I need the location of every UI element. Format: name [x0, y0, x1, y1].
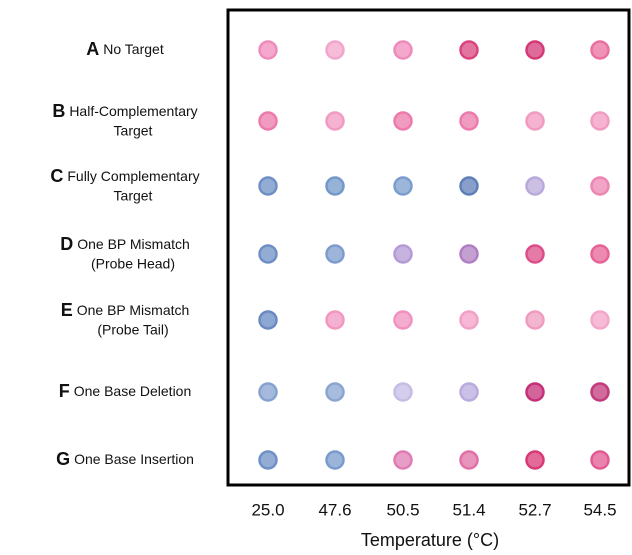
spot: [461, 42, 478, 59]
spot: [461, 312, 478, 329]
row-label-text: No Target: [103, 41, 164, 57]
spot: [395, 42, 412, 59]
spot: [395, 384, 412, 401]
x-tick-label: 51.4: [452, 500, 485, 519]
spot: [592, 452, 609, 469]
row-letter: B: [52, 101, 65, 121]
row-label-text: Half-Complementary: [69, 103, 197, 119]
row-label-line: Target: [114, 188, 153, 204]
x-tick-label: 50.5: [386, 500, 419, 519]
spot: [260, 113, 277, 130]
spot: [327, 42, 344, 59]
spot: [461, 452, 478, 469]
spot: [260, 42, 277, 59]
spot: [527, 384, 544, 401]
spot: [592, 312, 609, 329]
spot: [461, 384, 478, 401]
x-tick-label: 54.5: [583, 500, 616, 519]
spot: [327, 178, 344, 195]
row-label-text: One BP Mismatch: [77, 236, 190, 252]
row-label-text: One Base Deletion: [74, 383, 192, 399]
spot: [260, 178, 277, 195]
spot: [592, 42, 609, 59]
spot: [461, 113, 478, 130]
row-label-line: (Probe Tail): [97, 322, 168, 338]
x-tick-label: 52.7: [518, 500, 551, 519]
spot: [527, 42, 544, 59]
spot: [395, 178, 412, 195]
spot: [592, 246, 609, 263]
spot: [527, 178, 544, 195]
spot: [592, 384, 609, 401]
row-label-line: Target: [114, 123, 153, 139]
spot: [527, 312, 544, 329]
spot: [527, 452, 544, 469]
x-axis-label: Temperature (°C): [361, 530, 499, 550]
row-label-text: One BP Mismatch: [77, 302, 190, 318]
spot: [327, 384, 344, 401]
frame: [228, 10, 629, 485]
figure: Temperature (°C) 25.0 47.6 50.5 51.4 52.7 54.…: [0, 0, 632, 555]
row-letter: C: [50, 166, 63, 186]
row-label-text: One Base Insertion: [74, 451, 194, 467]
spot: [260, 452, 277, 469]
spot: [327, 113, 344, 130]
spot: [395, 312, 412, 329]
x-tick-label: 47.6: [318, 500, 351, 519]
row-letter: A: [86, 39, 99, 59]
spot: [327, 312, 344, 329]
spot: [461, 178, 478, 195]
row-letter: D: [60, 234, 73, 254]
row-letter: E: [61, 300, 73, 320]
spot: [260, 312, 277, 329]
spot: [260, 246, 277, 263]
spot: [592, 178, 609, 195]
spot: [395, 246, 412, 263]
spot: [395, 113, 412, 130]
row-letter: G: [56, 449, 70, 469]
spot: [395, 452, 412, 469]
spot: [260, 384, 277, 401]
row-label-text: Fully Complementary: [67, 168, 199, 184]
spot: [327, 452, 344, 469]
spot: [527, 113, 544, 130]
spot: [527, 246, 544, 263]
spot: [327, 246, 344, 263]
spot: [592, 113, 609, 130]
x-tick-label: 25.0: [251, 500, 284, 519]
row-letter: F: [59, 381, 70, 401]
spot: [461, 246, 478, 263]
row-label-line: (Probe Head): [91, 256, 175, 272]
